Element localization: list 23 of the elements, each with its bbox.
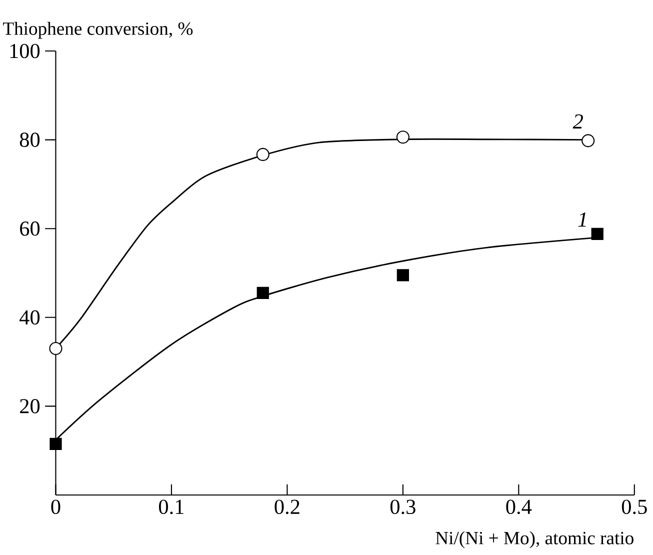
y-tick-label: 60 (20, 221, 40, 236)
point (396, 269, 409, 282)
y-tick-label: 100 (10, 44, 40, 58)
point (256, 286, 269, 300)
x-tick-label: 0.3 (390, 500, 416, 514)
series-label: 1 (578, 212, 586, 227)
point (582, 134, 595, 148)
y-tick-label: 80 (20, 132, 40, 147)
x-tick-label: 0 (51, 500, 60, 514)
x-tick-label: 0.4 (506, 500, 532, 514)
x-tick-label: 0.1 (158, 500, 184, 514)
y-tick-label: 40 (20, 310, 40, 325)
x-axis-title: Ni/(Ni + Mo), atomic ratio (436, 531, 634, 548)
point (50, 438, 62, 450)
x-tick-label: 0.2 (274, 500, 300, 514)
point (591, 228, 604, 240)
x-tick-label: 0.5 (622, 500, 647, 514)
y-tick-label: 20 (20, 399, 40, 414)
point (49, 342, 62, 356)
series-label: 2 (572, 114, 583, 128)
point (396, 130, 410, 144)
point (256, 148, 270, 161)
y-axis-title: Thiophene conversion, % (3, 22, 193, 39)
